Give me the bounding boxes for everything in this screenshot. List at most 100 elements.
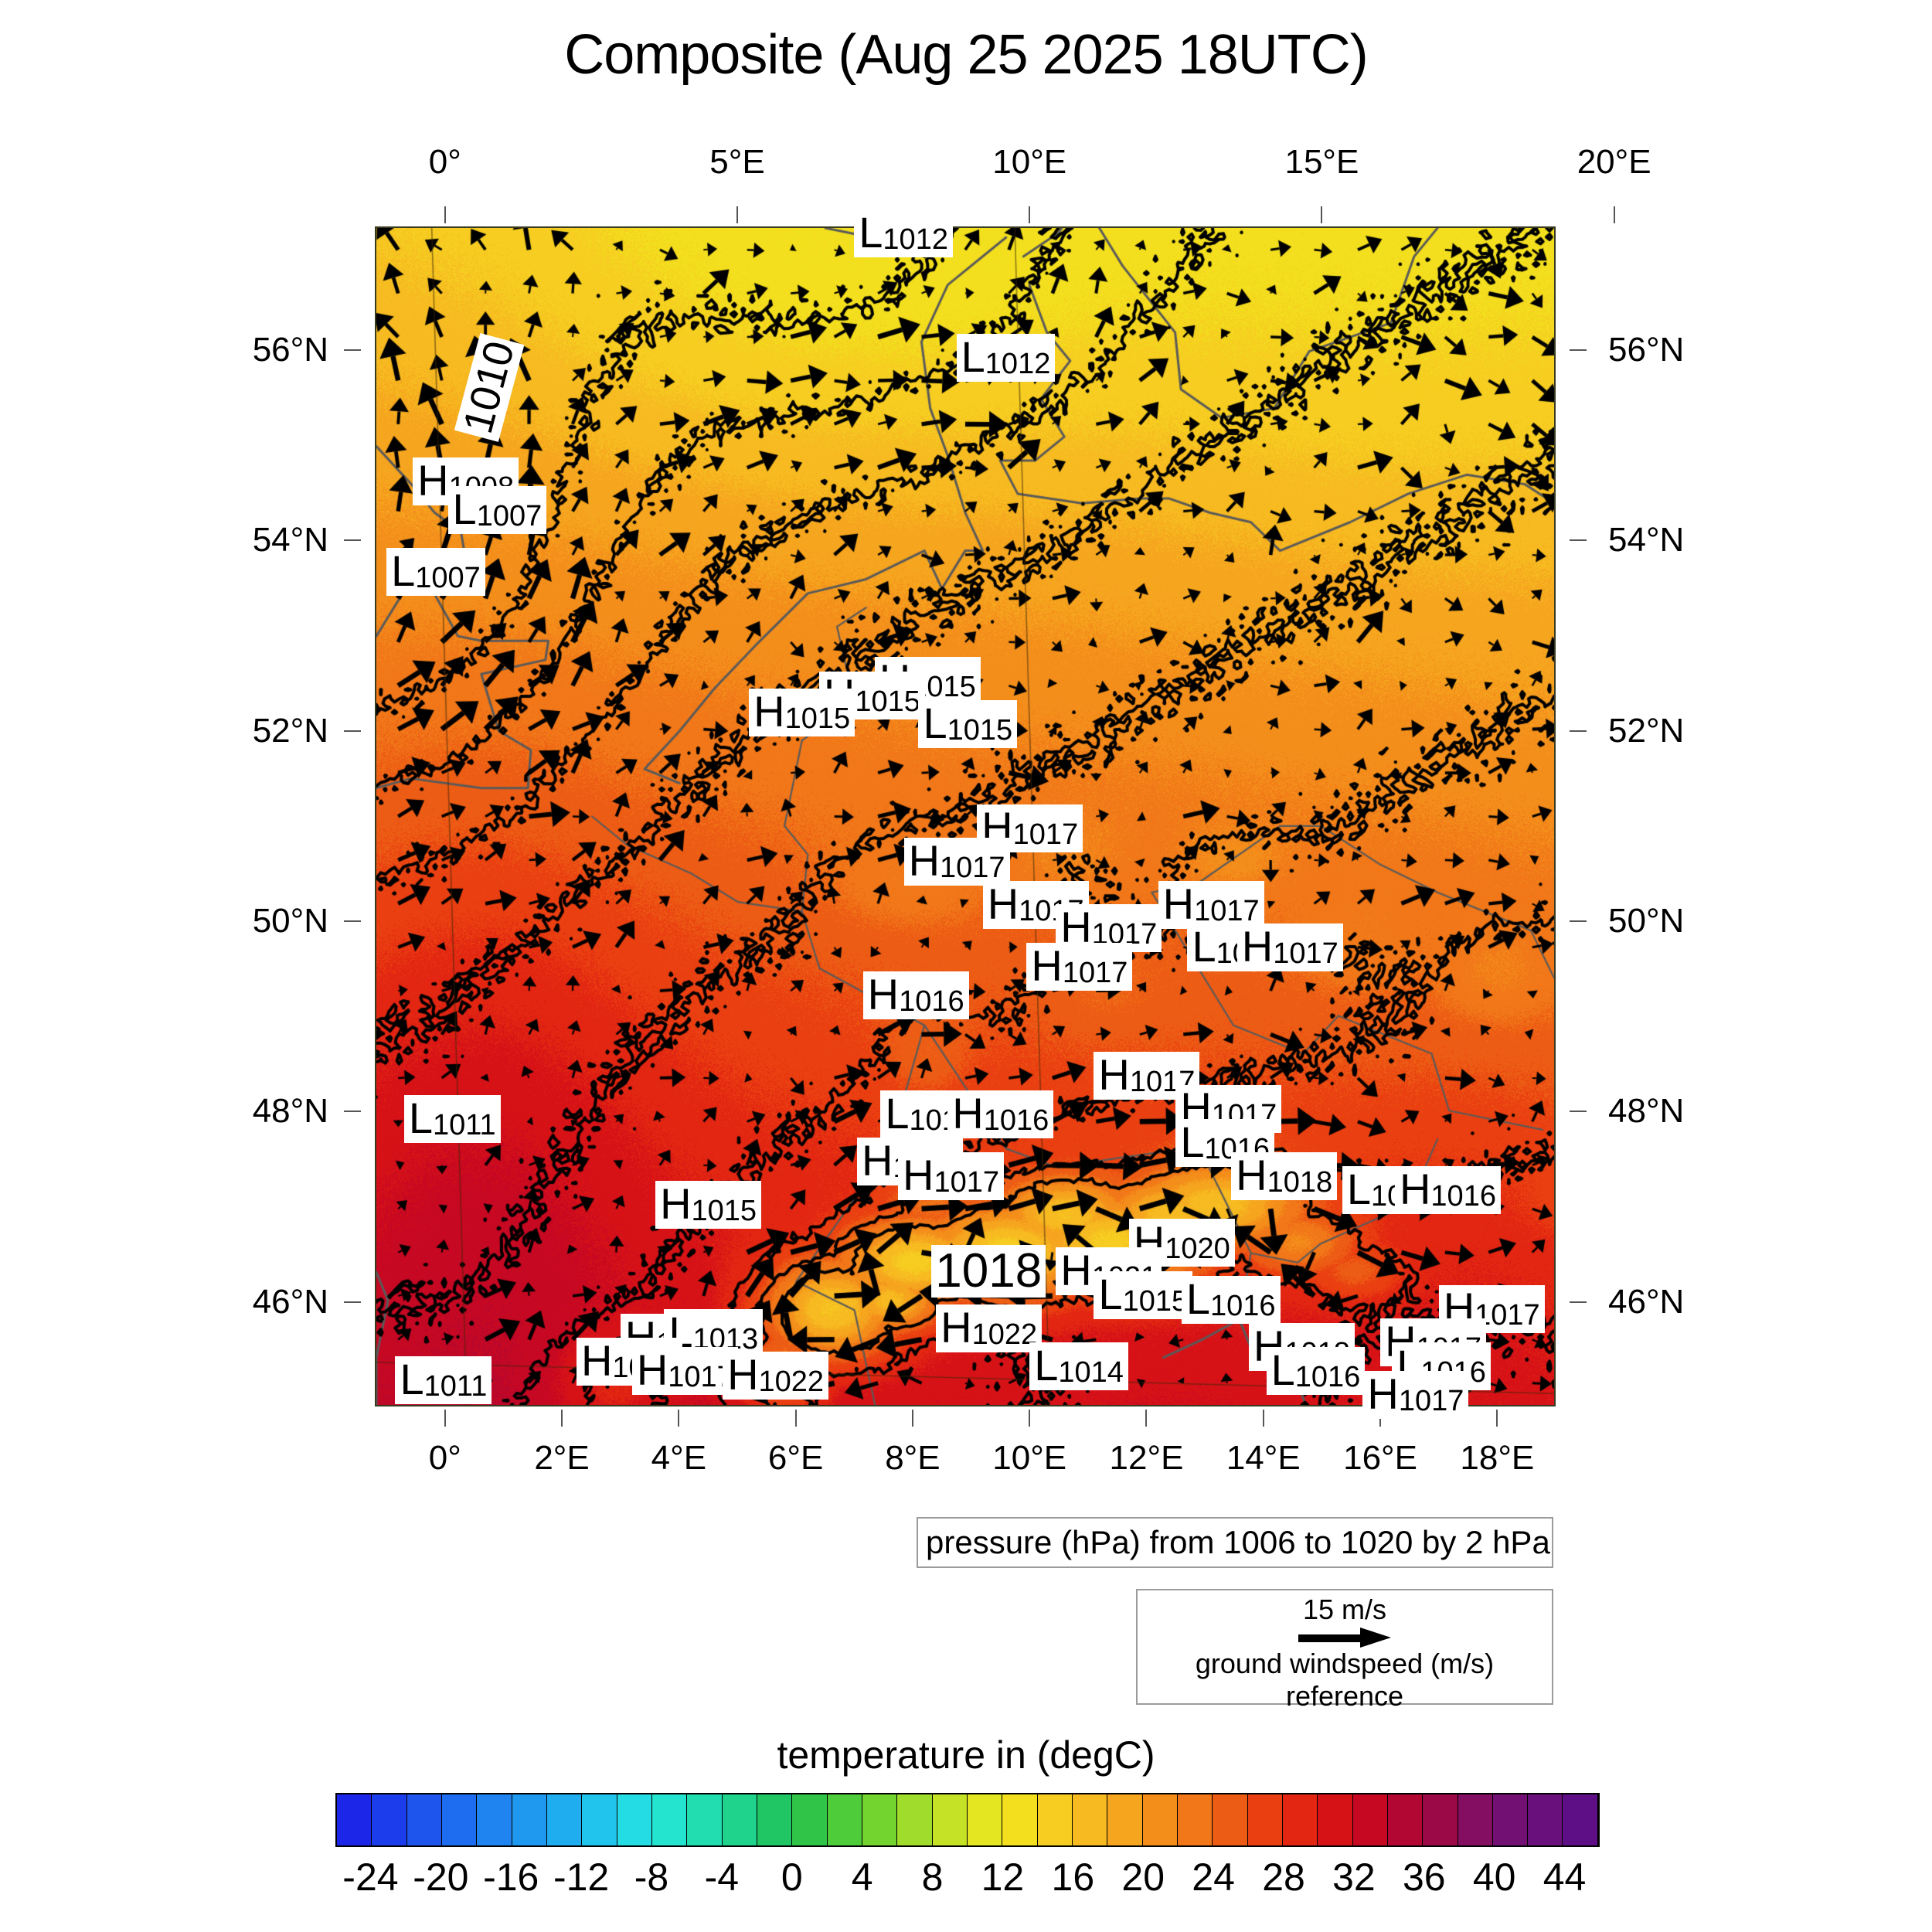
axis-tick-right: [1570, 730, 1587, 732]
pressure-marker: H1016: [862, 971, 969, 1019]
colorbar-segment: [792, 1794, 828, 1845]
colorbar-segment: [1318, 1794, 1353, 1845]
colorbar-tick-label: 8: [921, 1855, 944, 1899]
axis-label-bottom: 14°E: [1226, 1439, 1301, 1477]
colorbar-segment: [1282, 1794, 1318, 1845]
pressure-marker: H1017: [1362, 1370, 1469, 1419]
pressure-marker-type: H: [908, 836, 940, 886]
axis-tick-right: [1570, 920, 1587, 922]
axis-tick-top: [1613, 206, 1615, 223]
axis-label-top: 15°E: [1284, 143, 1359, 181]
colorbar-segment: [546, 1794, 583, 1845]
pressure-marker-type: L: [452, 484, 477, 533]
axis-label-top: 20°E: [1577, 143, 1651, 181]
axis-label-left: 54°N: [252, 521, 328, 560]
pressure-marker-value: 1015: [784, 702, 851, 735]
pressure-marker-value: 1022: [971, 1318, 1038, 1351]
pressure-marker-value: 1007: [476, 499, 543, 532]
colorbar-tick-label: 32: [1332, 1855, 1376, 1899]
axis-label-left: 50°N: [252, 901, 328, 940]
pressure-marker-value: 1007: [415, 561, 481, 594]
axis-tick-right: [1570, 1111, 1587, 1113]
pressure-marker: H1017: [1026, 942, 1133, 991]
pressure-marker: H1016: [1394, 1165, 1501, 1215]
pressure-marker-type: H: [1098, 1050, 1130, 1100]
axis-label-right: 48°N: [1608, 1092, 1685, 1131]
axis-label-left: 56°N: [252, 331, 328, 369]
axis-label-bottom: 6°E: [767, 1439, 824, 1477]
axis-label-right: 56°N: [1608, 331, 1685, 369]
pressure-marker-value: 1012: [985, 347, 1051, 380]
colorbar-segment: [1213, 1794, 1248, 1845]
pressure-marker-type: L: [1098, 1269, 1123, 1318]
colorbar-segment: [1247, 1794, 1283, 1845]
axis-tick-bottom: [1029, 1410, 1031, 1427]
pressure-marker-type: H: [952, 1088, 984, 1138]
wind-reference-value: 15 m/s: [1302, 1594, 1387, 1625]
colorbar-tick-label: -12: [553, 1855, 610, 1899]
axis-label-left: 52°N: [252, 711, 328, 750]
colorbar-segment: [441, 1794, 478, 1845]
pressure-marker-value: 1015: [1122, 1284, 1189, 1318]
colorbar-segment: [932, 1794, 968, 1845]
axis-tick-bottom: [444, 1410, 446, 1427]
pressure-marker-type: L: [1180, 1117, 1205, 1166]
axis-label-bottom: 2°E: [534, 1439, 590, 1477]
pressure-marker: H1017: [1236, 922, 1343, 972]
pressure-marker-type: L: [1034, 1340, 1059, 1389]
colorbar-tick-label: 44: [1543, 1855, 1587, 1899]
pressure-marker: H1017: [631, 1347, 738, 1396]
colorbar-tick-label: 4: [851, 1855, 873, 1899]
pressure-marker-type: H: [753, 686, 785, 736]
colorbar-tick-label: -16: [483, 1855, 539, 1899]
pressure-marker: H1015: [655, 1180, 762, 1229]
pressure-marker: L1011: [403, 1094, 501, 1143]
colorbar-segment: [1002, 1794, 1038, 1845]
pressure-marker-type: H: [1241, 922, 1274, 971]
axis-tick-left: [344, 920, 361, 922]
pressure-marker-type: L: [400, 1355, 424, 1404]
axis-label-right: 50°N: [1608, 901, 1685, 940]
pressure-marker-type: H: [862, 1136, 893, 1185]
pressure-marker-type: H: [1060, 903, 1092, 952]
pressure-marker-value: 1017: [1398, 1384, 1464, 1417]
pressure-marker-value: 1011: [432, 1108, 496, 1141]
colorbar-segment: [1458, 1794, 1493, 1845]
axis-tick-left: [344, 1301, 361, 1303]
pressure-marker-type: H: [1236, 1150, 1267, 1199]
colorbar-segment: [512, 1794, 547, 1845]
pressure-marker: L1015: [918, 699, 1018, 748]
colorbar-tick-label: -24: [342, 1855, 399, 1899]
axis-tick-top: [1029, 206, 1031, 223]
pressure-marker: L1016: [1181, 1275, 1281, 1324]
axis-tick-right: [1570, 539, 1587, 542]
pressure-marker-value: 1015: [691, 1194, 757, 1227]
axis-label-bottom: 16°E: [1343, 1439, 1418, 1477]
pressure-marker-type: H: [727, 1350, 759, 1400]
pressure-marker: H1022: [936, 1304, 1043, 1352]
pressure-marker: L1007: [386, 547, 485, 596]
axis-label-right: 52°N: [1608, 711, 1685, 750]
pressure-marker: H1018: [1231, 1150, 1338, 1200]
pressure-marker-type: H: [580, 1335, 613, 1385]
axis-tick-top: [1321, 206, 1323, 223]
pressure-marker-type: H: [1399, 1165, 1431, 1214]
colorbar-segment: [406, 1794, 442, 1845]
pressure-marker-type: H: [987, 879, 1019, 928]
colorbar-tick-label: 24: [1192, 1855, 1235, 1899]
pressure-marker: L1011: [395, 1355, 492, 1405]
colorbar-segment: [1177, 1794, 1213, 1845]
map-plot-area: [375, 226, 1556, 1406]
pressure-marker-value: 1017: [1012, 818, 1079, 852]
pressure-marker-value: 1016: [983, 1104, 1049, 1137]
axis-tick-bottom: [1262, 1410, 1264, 1427]
axis-tick-right: [1570, 349, 1587, 352]
wind-reference-legend: 15 m/s ground windspeed (m/s) reference: [1136, 1589, 1553, 1712]
pressure-marker: H1016: [947, 1088, 1054, 1138]
pressure-marker-value: 1022: [758, 1366, 825, 1399]
pressure-marker: L1007: [447, 484, 547, 534]
pressure-marker-type: H: [903, 1150, 934, 1199]
pressure-marker-value: 1017: [1062, 956, 1128, 989]
pressure-marker: L1012: [854, 209, 953, 258]
axis-label-bottom: 12°E: [1109, 1439, 1184, 1477]
